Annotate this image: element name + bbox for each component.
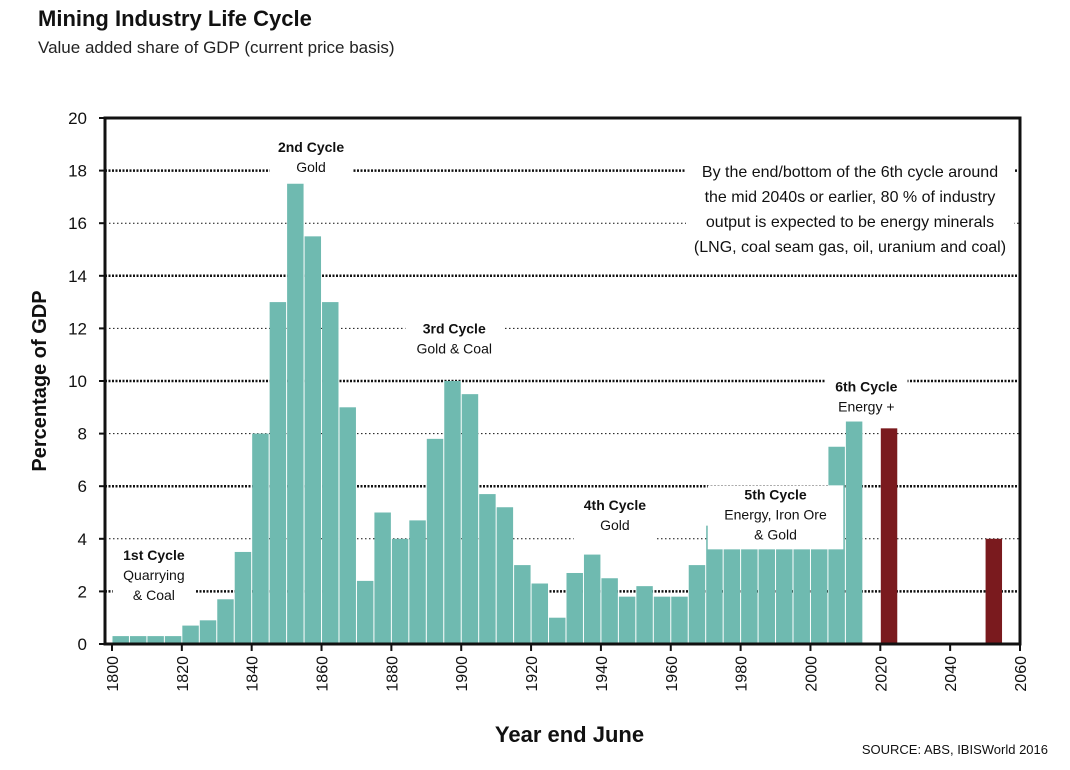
cycle-detail: Gold [600, 517, 630, 533]
y-tick-label: 16 [68, 214, 87, 233]
annotation-note: By the end/bottom of the 6th cycle aroun… [686, 160, 1014, 260]
bar-historical [234, 551, 252, 644]
bar-historical [618, 596, 636, 644]
bar-historical [199, 620, 217, 644]
bar-historical [583, 554, 601, 644]
x-tick-label: 1860 [315, 656, 332, 692]
bar-historical [426, 438, 444, 644]
y-tick-label: 20 [68, 109, 87, 128]
cycle-heading: 6th Cycle [835, 379, 897, 395]
y-tick-label: 12 [68, 319, 87, 338]
y-axis-label: Percentage of GDP [29, 290, 51, 471]
x-tick-label: 1960 [664, 656, 681, 692]
x-axis-label: Year end June [495, 722, 644, 747]
x-tick-label: 1800 [105, 656, 122, 692]
cycle-heading: 1st Cycle [123, 547, 185, 563]
bar-historical [409, 520, 426, 644]
bar-historical [671, 596, 688, 644]
annotation-bg [269, 138, 353, 183]
x-tick-label: 1900 [454, 656, 471, 692]
bar-historical [601, 578, 618, 644]
bar-historical [723, 536, 741, 644]
annotation-bg [825, 377, 908, 422]
bar-historical [269, 302, 287, 644]
bar-historical [496, 507, 514, 644]
bar-historical [479, 494, 496, 644]
cycle-detail: Energy, Iron Ore [724, 506, 827, 522]
annotation-bg [707, 485, 844, 550]
bar-historical [252, 433, 269, 644]
bar-projected [985, 538, 1003, 644]
bar-historical [758, 525, 776, 644]
y-tick-label: 0 [78, 635, 87, 654]
annotation-bg [573, 495, 657, 540]
cycle-detail: & Coal [133, 587, 175, 603]
annotation-bg [112, 545, 196, 610]
x-tick-label: 1940 [594, 656, 611, 692]
x-tick-label: 2040 [943, 656, 960, 692]
bar-historical [339, 407, 356, 644]
bar-historical [531, 583, 549, 644]
y-tick-label: 6 [78, 477, 87, 496]
annotation-bg [405, 319, 504, 364]
bar-historical [461, 394, 479, 644]
cycle-heading: 2nd Cycle [278, 139, 344, 155]
x-tick-label: 2000 [803, 656, 820, 692]
bar-historical [741, 525, 758, 644]
x-tick-label: 2020 [873, 656, 890, 692]
bar-historical [147, 636, 164, 644]
bar-historical [217, 599, 234, 644]
bar-historical [322, 302, 339, 644]
x-tick-label: 1840 [245, 656, 262, 692]
chart-title: Mining Industry Life Cycle [38, 6, 312, 31]
x-tick-label: 1980 [734, 656, 751, 692]
bar-historical [129, 636, 147, 644]
bar-historical [514, 565, 531, 644]
bar-historical [793, 536, 810, 644]
y-tick-label: 14 [68, 267, 87, 286]
cycle-heading: 3rd Cycle [423, 321, 486, 337]
source-note: SOURCE: ABS, IBISWorld 2016 [861, 742, 1048, 757]
bar-historical [688, 565, 706, 644]
cycle-detail: Energy + [838, 399, 894, 415]
cycle-detail: Quarrying [123, 567, 184, 583]
cycle-detail: Gold & Coal [416, 341, 491, 357]
cycle-detail: Gold [296, 159, 326, 175]
y-tick-label: 10 [68, 372, 87, 391]
bar-historical [444, 381, 461, 644]
bar-historical [164, 636, 182, 644]
x-tick-label: 1820 [175, 656, 192, 692]
bar-historical [374, 512, 391, 644]
y-tick-label: 18 [68, 162, 87, 181]
bar-historical [287, 183, 304, 644]
bar-historical [304, 236, 322, 644]
bar-historical [845, 407, 863, 644]
y-tick-label: 4 [78, 530, 87, 549]
bar-historical [636, 586, 653, 644]
bar-historical [356, 580, 374, 644]
chart-subtitle: Value added share of GDP (current price … [38, 38, 395, 57]
x-tick-label: 1880 [384, 656, 401, 692]
bar-historical [549, 617, 566, 644]
cycle-detail: & Gold [754, 526, 797, 542]
bar-historical [112, 636, 129, 644]
x-tick-label: 2060 [1013, 656, 1030, 692]
y-tick-label: 8 [78, 425, 87, 444]
bar-projected [880, 428, 898, 644]
bar-historical [182, 625, 199, 644]
bar-historical [566, 572, 583, 644]
bar-historical [391, 538, 409, 644]
x-tick-label: 1920 [524, 656, 541, 692]
bar-historical [653, 596, 671, 644]
bar-historical [706, 525, 723, 644]
bar-historical [776, 530, 793, 644]
y-tick-label: 2 [78, 582, 87, 601]
cycle-heading: 4th Cycle [584, 497, 646, 513]
cycle-heading: 5th Cycle [744, 486, 806, 502]
